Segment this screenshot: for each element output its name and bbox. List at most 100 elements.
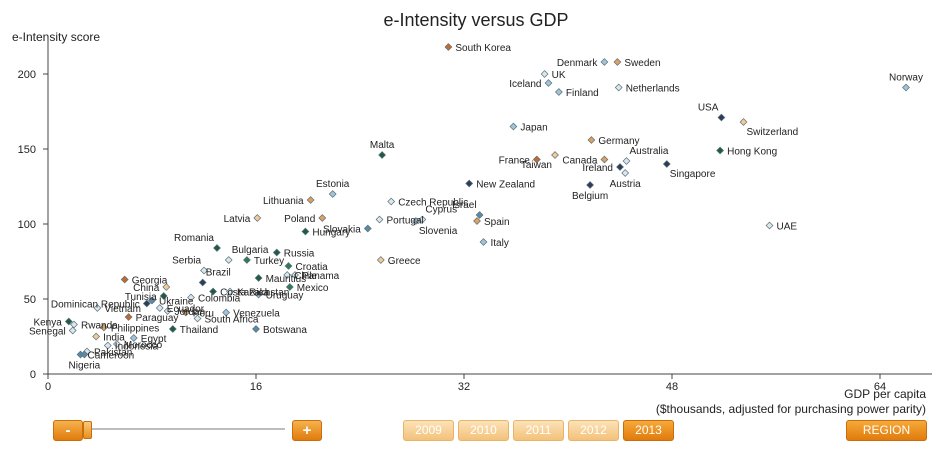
data-label-switzerland: Switzerland — [747, 127, 799, 138]
zoom-out-button[interactable]: - — [53, 420, 83, 441]
data-point-senegal — [68, 326, 77, 335]
zoom-slider-handle[interactable] — [83, 421, 92, 439]
data-label-philippines: Philippines — [111, 324, 159, 335]
y-tick-label-100: 100 — [18, 219, 36, 231]
data-label-poland: Poland — [284, 214, 315, 225]
data-label-netherlands: Netherlands — [626, 84, 680, 95]
data-label-slovakia: Slovakia — [323, 225, 361, 236]
data-point-estonia — [328, 190, 337, 198]
data-point-poland — [318, 214, 327, 222]
data-point-hong-kong — [716, 146, 724, 155]
data-point-rwanda — [70, 320, 78, 329]
data-label-uk: UK — [552, 70, 566, 81]
data-point-malta — [378, 151, 386, 159]
data-point-costa-rica — [209, 287, 217, 296]
data-label-finland: Finland — [566, 88, 599, 99]
data-label-south-africa: South Africa — [205, 315, 259, 326]
data-label-serbia: Serbia — [172, 256, 201, 267]
data-point-tunisia — [159, 292, 168, 300]
data-label-taiwan: Taiwan — [521, 160, 552, 171]
data-label-dominican-republic: Dominican Republic — [51, 300, 140, 311]
data-label-india: India — [103, 333, 125, 344]
data-point-norway — [902, 83, 910, 92]
data-label-australia: Australia — [630, 146, 669, 157]
data-label-greece: Greece — [388, 256, 421, 267]
data-label-czech-republic: Czech Republic — [398, 198, 468, 209]
data-point-philippines — [100, 323, 108, 332]
data-point-kenya — [64, 317, 73, 326]
data-point-new-zealand — [465, 179, 474, 188]
data-point-uae — [765, 221, 774, 230]
data-point-taiwan — [551, 151, 559, 159]
data-label-russia: Russia — [284, 249, 315, 260]
data-point-brazil — [198, 278, 207, 287]
data-label-israel: Israel — [452, 200, 476, 211]
data-point-finland — [555, 88, 563, 96]
data-point-morocco — [113, 340, 121, 348]
data-point-serbia — [200, 266, 208, 275]
data-point-bulgaria — [224, 256, 233, 264]
data-label-cameroon: Cameroon — [88, 351, 135, 362]
data-label-singapore: Singapore — [670, 169, 716, 180]
data-point-usa — [717, 113, 726, 122]
data-point-south-africa — [193, 314, 202, 323]
data-label-indonesia: Indonesia — [115, 342, 159, 353]
year-button-2013[interactable]: 2013 — [623, 420, 674, 441]
data-point-australia — [622, 157, 631, 165]
data-label-romania: Romania — [174, 233, 214, 244]
data-label-lithuania: Lithuania — [263, 196, 304, 207]
data-point-nigeria — [80, 350, 89, 359]
data-label-belgium: Belgium — [572, 191, 608, 202]
data-point-netherlands — [614, 83, 623, 92]
data-point-uruguay — [254, 290, 263, 299]
data-point-egypt — [129, 334, 138, 342]
data-label-estonia: Estonia — [316, 179, 350, 190]
data-point-indonesia — [103, 341, 112, 350]
data-point-latvia — [253, 214, 262, 222]
data-point-mexico — [285, 283, 294, 291]
data-label-pakistan: Pakistan — [94, 348, 132, 359]
y-tick-label-50: 50 — [24, 294, 36, 306]
data-label-iceland: Iceland — [509, 79, 541, 90]
data-point-denmark — [600, 58, 609, 66]
data-point-botswana — [252, 325, 260, 333]
year-button-2011[interactable]: 2011 — [513, 420, 564, 441]
data-label-turkey: Turkey — [254, 256, 284, 267]
data-label-nigeria: Nigeria — [69, 361, 101, 372]
data-point-greece — [376, 256, 385, 264]
data-point-sweden — [613, 58, 622, 66]
data-label-croatia: Croatia — [296, 262, 329, 273]
data-point-japan — [509, 122, 518, 131]
data-point-dominican-republic — [142, 299, 151, 308]
data-label-tunisia: Tunisia — [125, 292, 157, 303]
data-label-colombia: Colombia — [198, 294, 241, 305]
x-tick-label-32: 32 — [458, 381, 470, 393]
data-label-rwanda: Rwanda — [81, 321, 118, 332]
data-label-senegal: Senegal — [29, 327, 66, 338]
zoom-slider-track[interactable] — [88, 428, 285, 430]
data-point-kazakhstan — [226, 287, 234, 296]
data-label-morocco: Morocco — [124, 340, 163, 351]
data-point-israel — [475, 211, 484, 219]
data-point-czech-republic — [387, 197, 396, 206]
year-button-2010[interactable]: 2010 — [458, 420, 509, 441]
year-button-2012[interactable]: 2012 — [568, 420, 619, 441]
data-point-iceland — [544, 79, 553, 87]
data-point-italy — [479, 238, 488, 246]
data-label-georgia: Georgia — [132, 276, 168, 287]
data-label-costa-rica: Costa Rica — [220, 288, 269, 299]
zoom-in-button[interactable]: + — [292, 420, 322, 441]
x-tick-label-48: 48 — [666, 381, 678, 393]
data-point-slovenia — [412, 217, 420, 225]
data-label-cyprus: Cyprus — [425, 205, 457, 216]
data-label-malta: Malta — [370, 140, 395, 151]
year-button-2009[interactable]: 2009 — [403, 420, 454, 441]
data-label-portugal: Portugal — [387, 216, 424, 227]
data-point-peru — [181, 308, 190, 317]
data-label-japan: Japan — [520, 123, 547, 134]
region-button[interactable]: REGION — [846, 420, 927, 441]
data-label-ukraine: Ukraine — [159, 297, 194, 308]
data-point-romania — [213, 244, 221, 252]
data-label-panama: Panama — [302, 271, 340, 282]
